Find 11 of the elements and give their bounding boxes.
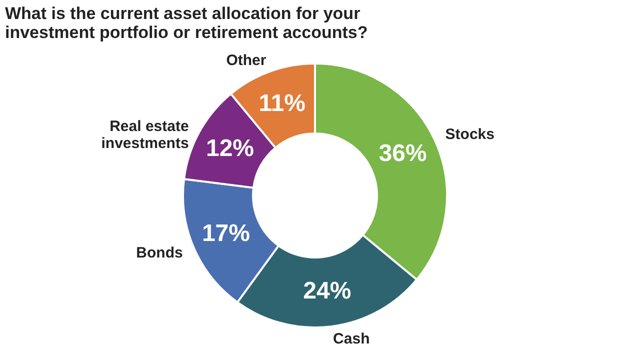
data-label: 24% [303, 278, 352, 305]
chart-title: What is the current asset allocation for your investment portfolio or retirement accounts? [5, 4, 368, 42]
slice-label: Cash [333, 330, 370, 348]
data-label: 11% [258, 90, 306, 118]
data-label: 36% [378, 140, 427, 168]
slice-label: Real estate investments [101, 118, 189, 152]
slice-label: Stocks [445, 126, 494, 144]
data-label: 17% [202, 220, 250, 248]
slice-label: Bonds [136, 244, 183, 262]
slice-label: Other [226, 52, 266, 70]
data-label: 12% [206, 134, 254, 162]
